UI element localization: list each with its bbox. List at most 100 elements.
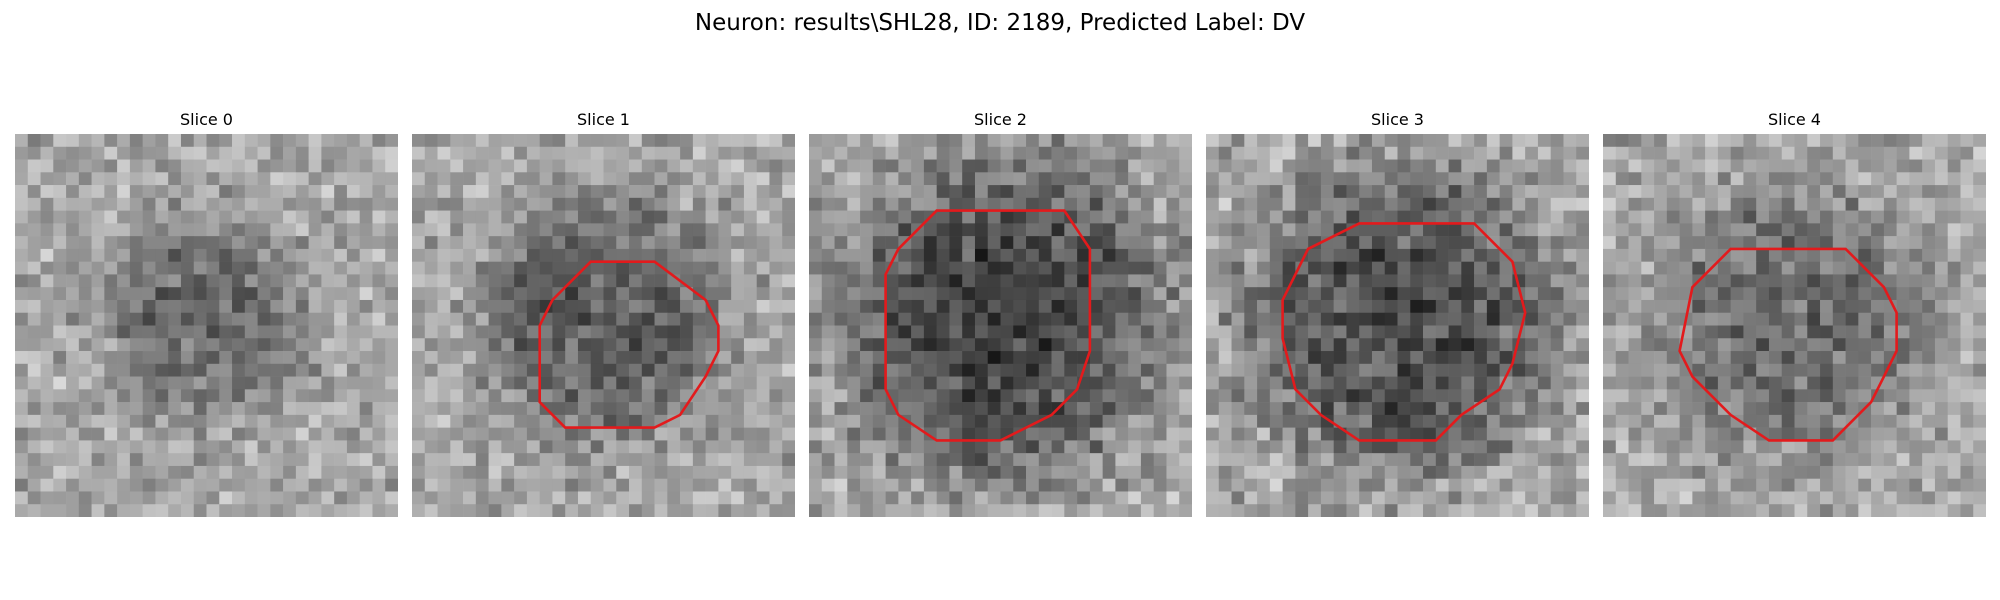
pixel	[1115, 478, 1129, 492]
pixel	[1064, 274, 1078, 288]
pixel	[1768, 351, 1783, 365]
pixel	[514, 504, 528, 517]
pixel	[1140, 287, 1154, 301]
pixel	[334, 504, 348, 517]
pixel	[1320, 351, 1334, 365]
pixel	[66, 261, 80, 275]
pixel	[142, 210, 156, 224]
pixel	[1628, 440, 1642, 454]
pixel	[117, 325, 131, 339]
pixel	[1461, 465, 1475, 479]
pixel	[1089, 312, 1103, 326]
pixel	[180, 248, 195, 262]
pixel	[91, 389, 105, 403]
pixel	[565, 223, 579, 237]
pixel	[1743, 478, 1757, 492]
pixel	[552, 236, 566, 250]
pixel	[731, 338, 745, 352]
pixel	[129, 312, 143, 326]
pixel	[769, 146, 783, 160]
pixel	[193, 453, 207, 467]
pixel	[372, 299, 386, 314]
pixel	[962, 134, 976, 148]
pixel	[1628, 159, 1642, 173]
pixel	[346, 491, 360, 505]
pixel	[898, 504, 912, 517]
pixel	[142, 159, 156, 173]
pixel	[1038, 248, 1052, 262]
pixel	[860, 414, 874, 428]
pixel	[283, 312, 297, 326]
pixel	[180, 427, 195, 441]
pixel	[129, 172, 143, 186]
pixel	[1013, 427, 1027, 441]
pixel	[359, 261, 373, 275]
pixel	[1346, 312, 1360, 326]
pixel	[539, 363, 553, 377]
pixel	[1474, 274, 1488, 288]
pixel	[1934, 465, 1948, 479]
pixel	[1051, 440, 1065, 454]
pixel	[1883, 134, 1897, 148]
pixel	[629, 299, 643, 314]
pixel	[1474, 261, 1488, 275]
pixel	[206, 159, 220, 173]
pixel	[27, 248, 41, 262]
pixel	[78, 491, 92, 505]
pixel	[15, 146, 29, 160]
pixel	[654, 491, 668, 505]
pixel	[1102, 274, 1116, 288]
pixel	[1832, 134, 1846, 148]
pixel	[1666, 287, 1680, 301]
pixel	[1909, 376, 1923, 390]
pixel	[577, 312, 592, 326]
pixel	[654, 236, 668, 250]
pixel	[1794, 427, 1808, 441]
pixel	[78, 414, 92, 428]
pixel	[756, 172, 770, 186]
pixel	[1474, 185, 1488, 199]
pixel	[1871, 299, 1885, 314]
pixel	[1705, 248, 1719, 262]
pixel	[1845, 197, 1859, 211]
pixel	[539, 351, 553, 365]
pixel	[809, 172, 823, 186]
pixel	[1333, 159, 1347, 173]
pixel	[1717, 351, 1731, 365]
pixel	[1371, 312, 1386, 326]
pixel	[885, 363, 899, 377]
pixel	[936, 210, 950, 224]
pixel	[616, 389, 630, 403]
pixel	[244, 402, 258, 416]
pixel	[1435, 325, 1449, 339]
pixel	[1282, 453, 1296, 467]
pixel	[962, 261, 976, 275]
pixel	[1140, 478, 1154, 492]
pixel	[692, 223, 706, 237]
pixel	[1308, 504, 1322, 517]
pixel	[155, 351, 169, 365]
pixel	[860, 134, 874, 148]
pixel	[1512, 389, 1526, 403]
pixel	[898, 389, 912, 403]
pixel	[1320, 478, 1334, 492]
pixel	[1346, 274, 1360, 288]
pixel	[270, 491, 284, 505]
pixel	[1282, 159, 1296, 173]
pixel	[1743, 363, 1757, 377]
pixel	[847, 402, 861, 416]
pixel	[1871, 287, 1885, 301]
pixel	[412, 248, 426, 262]
pixel	[1089, 299, 1103, 314]
pixel	[295, 197, 309, 211]
pixel	[53, 134, 67, 148]
pixel	[1397, 351, 1411, 365]
pixel	[629, 402, 643, 416]
pixel	[743, 504, 757, 517]
pixel	[1794, 299, 1808, 314]
pixel	[1384, 389, 1398, 403]
pixel	[680, 414, 694, 428]
pixel	[1973, 414, 1986, 428]
pixel	[1820, 389, 1834, 403]
pixel	[1628, 274, 1642, 288]
